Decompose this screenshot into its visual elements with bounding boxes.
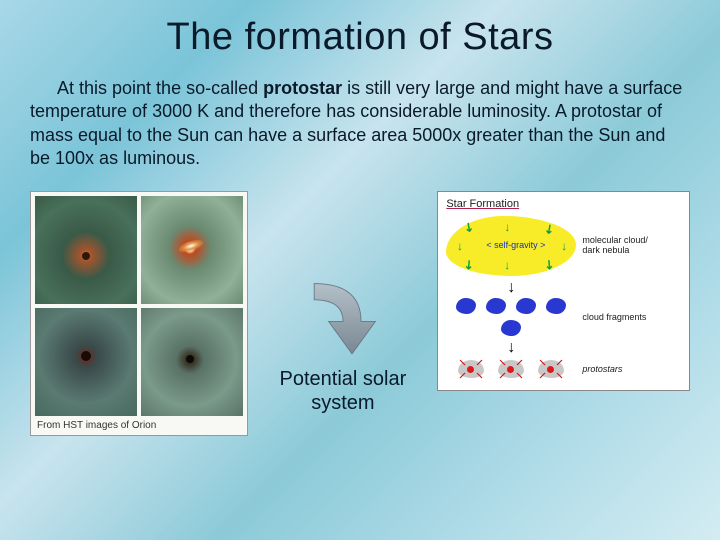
down-arrow-2: ↓	[446, 340, 576, 356]
slide: The formation of Stars At this point the…	[0, 0, 720, 540]
stage-protostars: protostars	[446, 358, 681, 380]
hst-tile-2	[141, 196, 243, 304]
protostar	[538, 358, 564, 380]
self-gravity-label: < self-gravity >	[486, 240, 545, 250]
left-figure: From HST images of Orion	[30, 191, 248, 436]
right-figure: Star Formation < self-gravity > ↘↓↙ →← ↗…	[437, 191, 690, 391]
fragments-label: cloud fragments	[582, 312, 646, 322]
stage-fragments: cloud fragments	[446, 298, 681, 336]
fragment	[516, 298, 536, 314]
protostar	[458, 358, 484, 380]
content-row: From HST images of Orion Potential solar…	[24, 191, 696, 436]
hst-tile-1	[35, 196, 137, 304]
slide-title: The formation of Stars	[24, 16, 696, 59]
right-figure-title: Star Formation	[446, 198, 519, 210]
fragment	[501, 320, 521, 336]
protostars-group	[446, 358, 576, 380]
arrow-column: Potential solar system	[260, 191, 425, 415]
down-arrow-1: ↓	[446, 280, 576, 296]
fragment	[456, 298, 476, 314]
nebula-shape: < self-gravity > ↘↓↙ →← ↗↑↖	[446, 216, 576, 276]
left-figure-caption: From HST images of Orion	[35, 416, 243, 431]
fragments-group	[446, 298, 576, 336]
para-bold: protostar	[263, 78, 342, 98]
curved-arrow-icon	[298, 271, 388, 361]
fragment	[486, 298, 506, 314]
hst-tile-4	[141, 308, 243, 416]
fragment	[546, 298, 566, 314]
stage-nebula: < self-gravity > ↘↓↙ →← ↗↑↖ molecular cl…	[446, 216, 681, 276]
protostar	[498, 358, 524, 380]
protostars-label: protostars	[582, 364, 622, 374]
arrow-label: Potential solar system	[260, 367, 425, 415]
body-paragraph: At this point the so-called protostar is…	[30, 77, 690, 171]
nebula-side-label: molecular cloud/dark nebula	[582, 236, 648, 256]
hst-tile-3	[35, 308, 137, 416]
para-part-1: At this point the so-called	[57, 78, 263, 98]
image-grid	[35, 196, 243, 416]
